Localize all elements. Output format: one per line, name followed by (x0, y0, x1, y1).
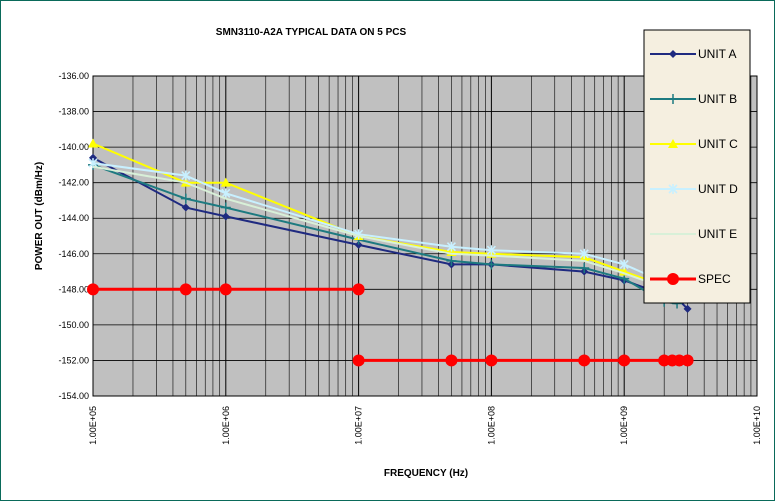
data-point (221, 188, 231, 199)
data-point (446, 241, 456, 252)
data-point (668, 184, 678, 194)
data-point (579, 248, 589, 259)
legend-entry: UNIT D (650, 182, 738, 196)
data-point (578, 354, 591, 367)
data-point (354, 240, 363, 249)
data-point (667, 273, 679, 285)
data-point (486, 245, 496, 256)
legend-box (643, 29, 751, 304)
legend-label: UNIT C (698, 137, 738, 151)
data-point (220, 202, 231, 213)
data-point (87, 283, 99, 296)
data-point (181, 170, 191, 181)
data-point (445, 354, 458, 367)
y-tick-label: -142.00 (58, 178, 89, 188)
y-tick-label: -148.00 (58, 284, 89, 294)
data-point (485, 354, 498, 367)
x-tick-label: 1.00E+06 (221, 406, 231, 445)
data-point (180, 193, 191, 204)
y-tick-label: -138.00 (58, 107, 89, 117)
legend-entry: UNIT C (650, 137, 738, 151)
data-point (446, 255, 457, 266)
data-point (219, 283, 232, 296)
data-point (579, 263, 590, 273)
legend-label: SPEC (698, 272, 731, 286)
legend-label: UNIT A (698, 47, 736, 61)
legend-entry: UNIT E (650, 227, 737, 241)
data-point (681, 354, 694, 367)
data-point (181, 203, 190, 212)
data-point (220, 177, 231, 187)
legend-entry: SPEC (650, 272, 731, 286)
data-point (89, 153, 97, 162)
x-tick-label: 1.00E+09 (619, 406, 629, 445)
y-tick-label: -144.00 (58, 213, 89, 223)
data-point (88, 138, 98, 148)
legend-entry: UNIT B (650, 92, 737, 106)
legend-label: UNIT B (698, 92, 737, 106)
y-tick-label: -152.00 (58, 355, 89, 365)
data-point (668, 94, 678, 104)
data-point (486, 259, 497, 270)
legend: UNIT A UNIT B UNIT C UNIT D UNIT E SPEC (643, 29, 751, 304)
y-tick-label: -140.00 (58, 142, 89, 152)
legend-label: UNIT D (698, 182, 738, 196)
x-tick-label: 1.00E+07 (354, 406, 364, 445)
x-tick-label: 1.00E+05 (88, 406, 98, 445)
data-point (668, 139, 678, 148)
series-spec (87, 283, 694, 367)
y-tick-label: -136.00 (58, 71, 89, 81)
data-point (352, 354, 365, 367)
legend-entry: UNIT A (650, 47, 736, 61)
legend-label: UNIT E (698, 227, 737, 241)
data-point (221, 212, 230, 221)
y-tick-label: -154.00 (58, 391, 89, 401)
x-tick-label: 1.00E+08 (486, 406, 496, 445)
data-point (179, 283, 192, 296)
chart-title: SMN3110-A2A TYPICAL DATA ON 5 PCS (216, 27, 407, 38)
data-point (352, 283, 365, 296)
y-axis-title: POWER OUT (dBm/Hz) (34, 162, 45, 270)
x-tick-label: 1.00E+10 (752, 406, 762, 445)
data-point (669, 50, 677, 58)
y-tick-label: -146.00 (58, 249, 89, 259)
data-point (619, 259, 629, 270)
data-point (88, 158, 98, 169)
data-point (683, 304, 692, 313)
data-point (673, 354, 686, 367)
data-point (618, 354, 631, 367)
y-tick-label: -150.00 (58, 320, 89, 330)
x-axis-title: FREQUENCY (Hz) (384, 468, 468, 479)
